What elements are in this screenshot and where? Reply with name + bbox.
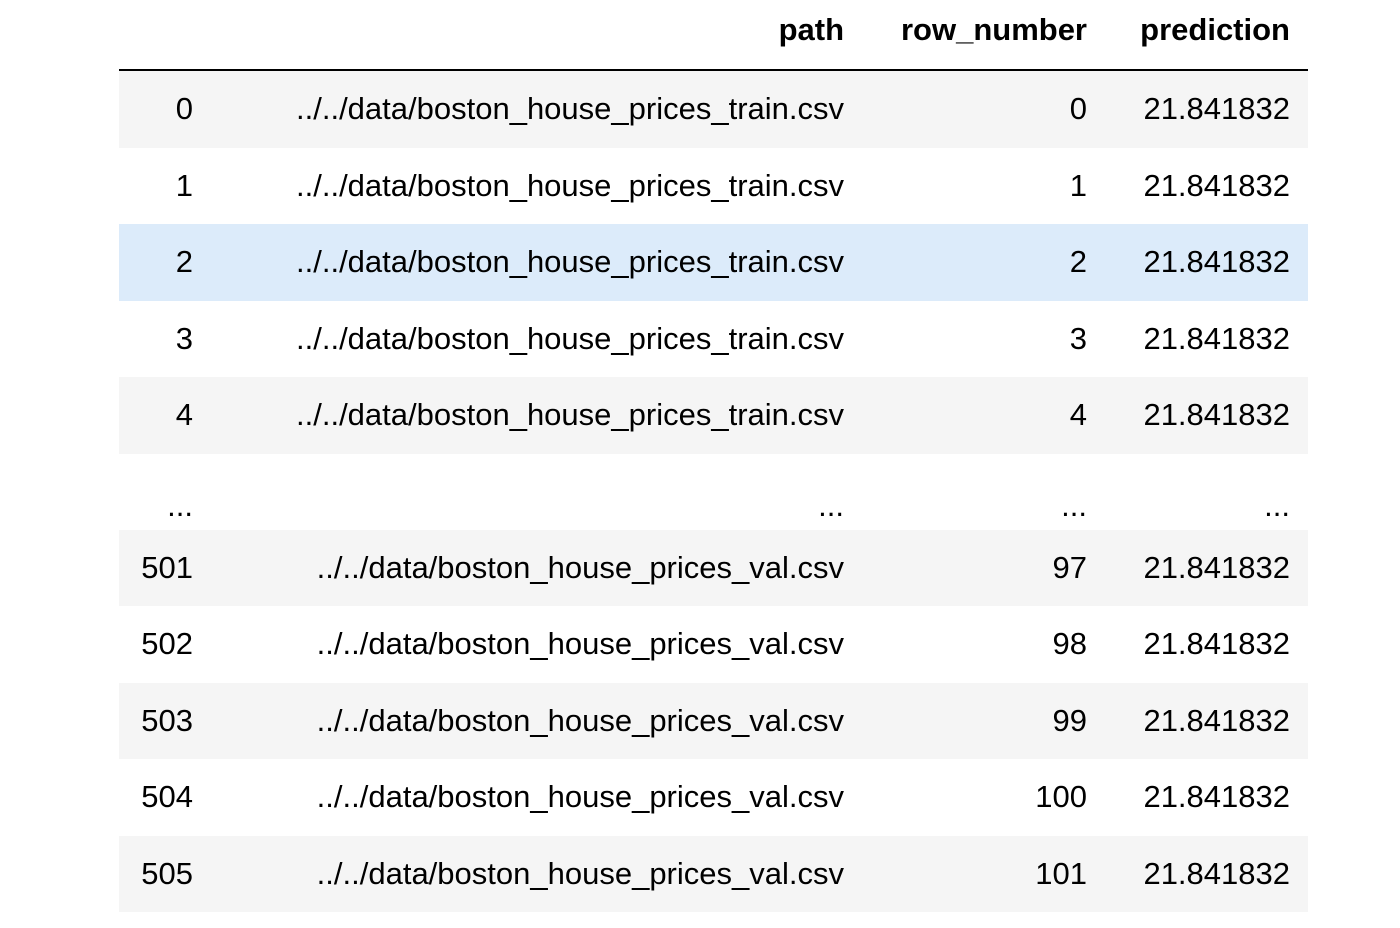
cell-prediction: 21.841832 xyxy=(1143,91,1290,127)
cell-path: ../../data/boston_house_prices_train.csv xyxy=(296,397,844,433)
cell-row-number: 101 xyxy=(1035,855,1087,891)
row-index: 501 xyxy=(141,549,193,585)
row-index: 2 xyxy=(175,244,193,280)
cell-prediction: 21.841832 xyxy=(1143,549,1290,585)
cell-prediction: 21.841832 xyxy=(1143,167,1290,203)
cell-path: ../../data/boston_house_prices_train.csv xyxy=(296,320,844,356)
table-row: 501 ../../data/boston_house_prices_val.c… xyxy=(119,529,1308,606)
table-row: 1 ../../data/boston_house_prices_train.c… xyxy=(119,147,1308,224)
row-index: 3 xyxy=(175,320,193,356)
table-row: 502 ../../data/boston_house_prices_val.c… xyxy=(119,606,1308,683)
cell-path: ../../data/boston_house_prices_train.csv xyxy=(296,167,844,203)
cell-row-number: 100 xyxy=(1035,779,1087,815)
cell-row-number: 3 xyxy=(1069,320,1087,356)
cell-row-number: 1 xyxy=(1069,167,1087,203)
row-index: 505 xyxy=(141,855,193,891)
cell-prediction: 21.841832 xyxy=(1143,626,1290,662)
table-row-ellipsis: ... ... ... ... xyxy=(119,453,1308,530)
cell-path: ../../data/boston_house_prices_train.csv xyxy=(296,244,844,280)
dataframe-table: path row_number prediction 0 ../../data/… xyxy=(119,0,1308,912)
cell-row-number: 98 xyxy=(1052,626,1087,662)
cell-prediction: 21.841832 xyxy=(1143,320,1290,356)
cell-path: ... xyxy=(818,487,844,523)
cell-prediction: 21.841832 xyxy=(1143,244,1290,280)
cell-prediction: 21.841832 xyxy=(1143,855,1290,891)
table-row: 0 ../../data/boston_house_prices_train.c… xyxy=(119,71,1308,148)
cell-path: ../../data/boston_house_prices_val.csv xyxy=(316,779,844,815)
table-row: 505 ../../data/boston_house_prices_val.c… xyxy=(119,835,1308,912)
cell-prediction: 21.841832 xyxy=(1143,397,1290,433)
table-header: path row_number prediction xyxy=(119,0,1308,71)
row-index: 502 xyxy=(141,626,193,662)
cell-row-number: ... xyxy=(1061,487,1087,523)
column-header-row-number: row_number xyxy=(900,12,1087,47)
column-header-prediction: prediction xyxy=(1140,12,1290,47)
row-index: 503 xyxy=(141,702,193,738)
cell-prediction: ... xyxy=(1264,487,1290,523)
table-row-highlighted: 2 ../../data/boston_house_prices_train.c… xyxy=(119,224,1308,301)
row-index: 504 xyxy=(141,779,193,815)
row-index: 0 xyxy=(175,91,193,127)
table-row: 504 ../../data/boston_house_prices_val.c… xyxy=(119,759,1308,836)
cell-row-number: 2 xyxy=(1069,244,1087,280)
cell-path: ../../data/boston_house_prices_val.csv xyxy=(316,855,844,891)
column-header-path: path xyxy=(778,12,844,47)
cell-row-number: 4 xyxy=(1069,397,1087,433)
cell-row-number: 0 xyxy=(1069,91,1087,127)
cell-prediction: 21.841832 xyxy=(1143,779,1290,815)
cell-path: ../../data/boston_house_prices_val.csv xyxy=(316,549,844,585)
table-row: 503 ../../data/boston_house_prices_val.c… xyxy=(119,682,1308,759)
row-index: 1 xyxy=(175,167,193,203)
cell-path: ../../data/boston_house_prices_train.csv xyxy=(296,91,844,127)
table-row: 4 ../../data/boston_house_prices_train.c… xyxy=(119,377,1308,454)
row-index: 4 xyxy=(175,397,193,433)
table-row: 3 ../../data/boston_house_prices_train.c… xyxy=(119,300,1308,377)
cell-prediction: 21.841832 xyxy=(1143,702,1290,738)
cell-path: ../../data/boston_house_prices_val.csv xyxy=(316,626,844,662)
cell-row-number: 99 xyxy=(1052,702,1087,738)
row-index: ... xyxy=(167,487,193,523)
cell-path: ../../data/boston_house_prices_val.csv xyxy=(316,702,844,738)
cell-row-number: 97 xyxy=(1052,549,1087,585)
